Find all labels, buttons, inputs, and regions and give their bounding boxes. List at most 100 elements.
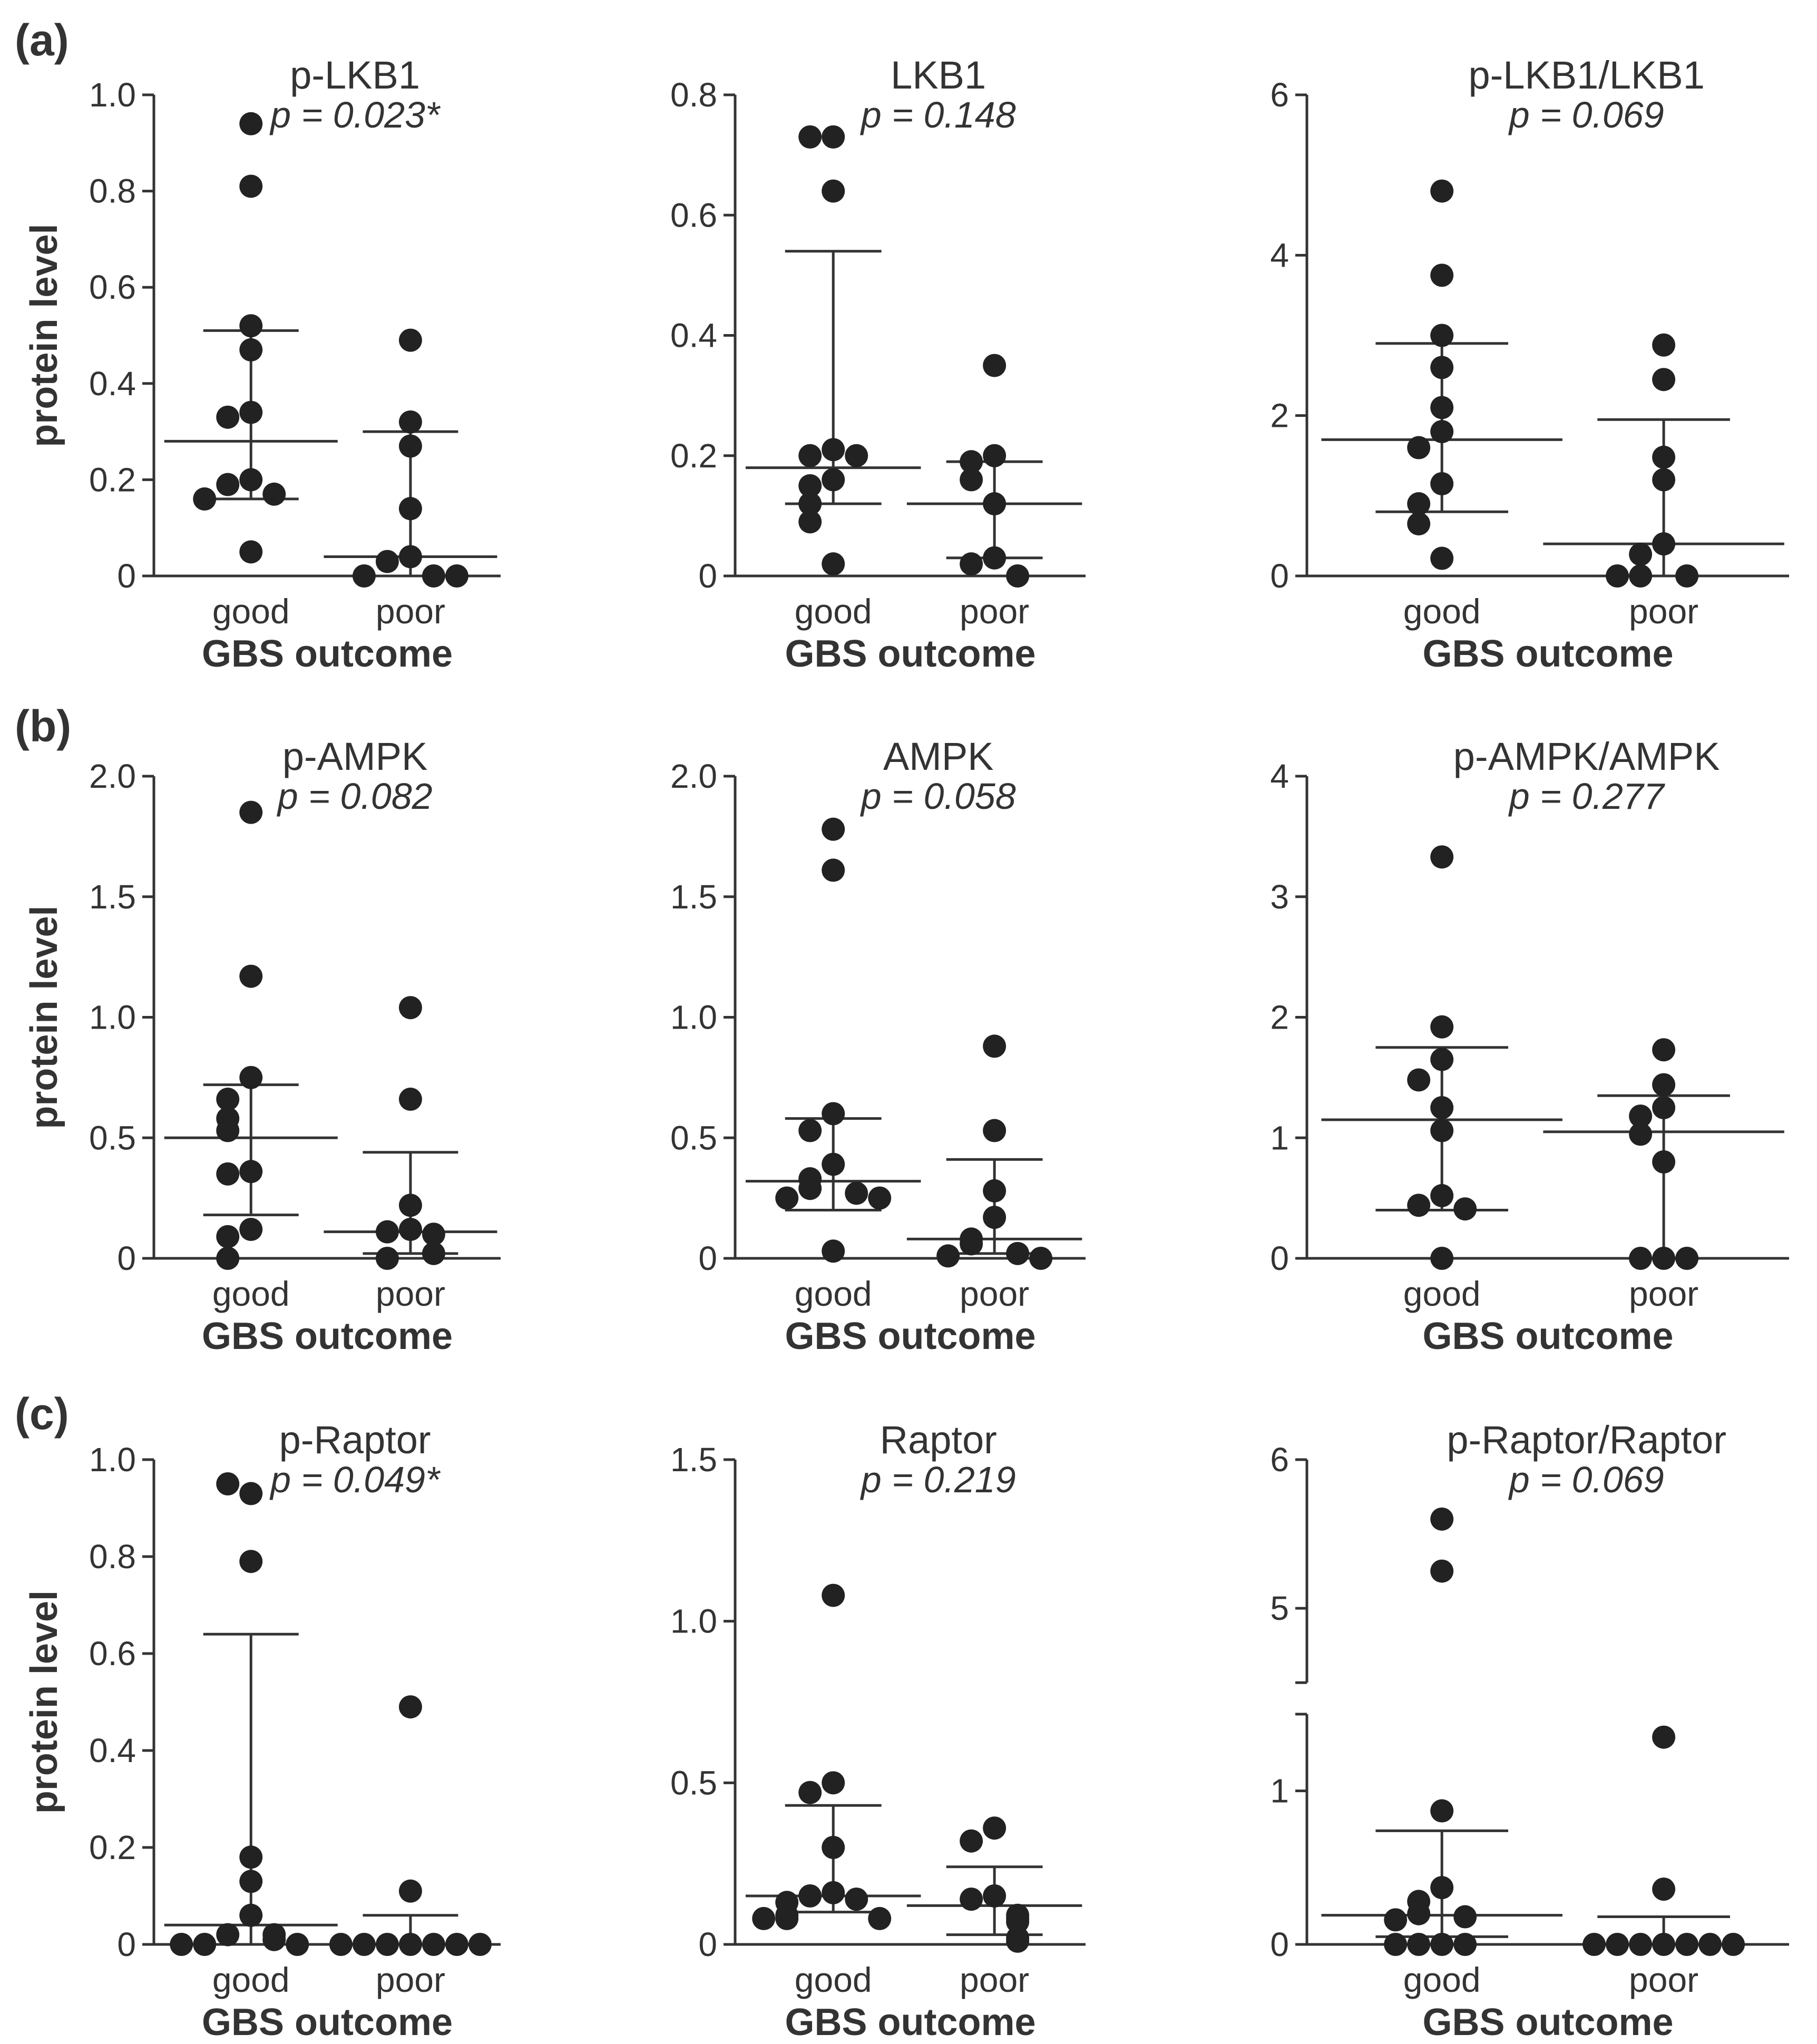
y-tick-label: 1.5	[89, 878, 136, 916]
data-point-good	[239, 964, 263, 988]
data-point-good	[239, 1065, 263, 1089]
data-point-poor	[398, 1088, 422, 1111]
data-point-good	[822, 468, 845, 492]
y-tick-label: 0	[698, 1239, 717, 1277]
data-point-good	[798, 1119, 822, 1142]
x-category-label: poor	[376, 1274, 445, 1313]
data-point-poor	[398, 1879, 422, 1903]
y-tick-label: 2.0	[89, 757, 136, 795]
data-point-good	[216, 1923, 240, 1947]
data-point-good	[1430, 1559, 1454, 1583]
y-tick-label: 0.6	[670, 196, 717, 234]
y-tick-label: 1.0	[670, 1602, 717, 1640]
chart-title: p-AMPK	[282, 735, 428, 778]
data-point-poor	[375, 1933, 399, 1956]
data-point-poor	[445, 1933, 468, 1956]
y-tick-label: 6	[1270, 1441, 1289, 1479]
chart-title: p-Raptor	[279, 1418, 431, 1462]
data-point-good	[845, 1181, 868, 1205]
y-tick-label: 0.5	[670, 1764, 717, 1802]
data-point-poor	[983, 354, 1007, 377]
data-point-good	[798, 444, 822, 467]
y-tick-label: 0.5	[89, 1119, 136, 1157]
y-tick-label: 0	[698, 557, 717, 595]
data-point-good	[822, 1881, 845, 1904]
data-point-poor	[1722, 1933, 1745, 1956]
y-tick-label: 0	[117, 1239, 136, 1277]
data-point-poor	[398, 996, 422, 1020]
data-point-good	[868, 1906, 892, 1930]
data-point-poor	[1629, 1122, 1653, 1146]
data-point-good	[1430, 845, 1454, 869]
y-axis-label: protein level	[23, 905, 65, 1129]
data-point-good	[822, 1239, 845, 1263]
data-point-good	[239, 1482, 263, 1505]
data-point-poor	[1006, 1241, 1030, 1265]
p-value-label: p = 0.049*	[269, 1459, 441, 1500]
data-point-good	[752, 1906, 776, 1930]
data-point-good	[1430, 1247, 1454, 1270]
y-tick-label: 0.2	[89, 461, 136, 498]
data-point-good	[822, 1152, 845, 1176]
data-point-poor	[1675, 1933, 1699, 1956]
y-tick-label: 0.4	[89, 1732, 136, 1769]
x-axis-label: GBS outcome	[785, 2001, 1036, 2043]
y-tick-label: 4	[1270, 236, 1289, 274]
data-point-good	[193, 487, 217, 511]
data-point-good	[216, 1162, 240, 1186]
y-tick-label: 2	[1270, 999, 1289, 1036]
p-value-label: p = 0.082	[277, 776, 433, 817]
p-value-label: p = 0.023*	[269, 94, 441, 135]
x-category-label: poor	[376, 1960, 445, 1999]
p-value-label: p = 0.058	[860, 776, 1016, 817]
data-point-poor	[960, 552, 983, 576]
data-point-poor	[1582, 1933, 1606, 1956]
data-point-good	[822, 1836, 845, 1859]
data-point-good	[1430, 324, 1454, 347]
data-point-poor	[375, 1220, 399, 1244]
data-point-poor	[398, 1194, 422, 1217]
data-point-good	[822, 1102, 845, 1126]
chart-title: p-Raptor/Raptor	[1447, 1418, 1726, 1462]
data-point-good	[822, 1771, 845, 1795]
data-point-good	[822, 438, 845, 462]
y-tick-label: 1.0	[670, 999, 717, 1036]
data-point-good	[1407, 512, 1431, 536]
x-category-label: good	[795, 1274, 872, 1313]
data-point-good	[1430, 179, 1454, 203]
chart-title: p-AMPK/AMPK	[1453, 735, 1720, 778]
y-tick-label: 2.0	[670, 757, 717, 795]
data-point-poor	[398, 328, 422, 352]
data-point-poor	[352, 1933, 376, 1956]
x-axis-label: GBS outcome	[1422, 2001, 1673, 2043]
data-point-poor	[422, 1241, 445, 1265]
data-point-good	[286, 1933, 309, 1956]
y-tick-label: 0.6	[89, 268, 136, 306]
chart-title: Raptor	[880, 1418, 997, 1462]
data-point-poor	[983, 546, 1007, 570]
data-point-poor	[398, 545, 422, 569]
chart-title: p-LKB1/LKB1	[1468, 53, 1704, 97]
y-tick-label: 3	[1270, 878, 1289, 916]
panel-label-c: (c)	[15, 1389, 69, 1439]
data-point-poor	[1629, 1933, 1653, 1956]
data-point-good	[239, 800, 263, 824]
data-point-poor	[1029, 1247, 1053, 1270]
data-point-good	[1453, 1933, 1477, 1956]
data-point-good	[239, 1903, 263, 1927]
data-point-good	[775, 1186, 799, 1210]
data-point-good	[1407, 1194, 1431, 1217]
data-point-poor	[1652, 532, 1676, 556]
data-point-poor	[422, 1933, 445, 1956]
data-point-poor	[983, 1119, 1007, 1142]
data-point-good	[845, 444, 868, 467]
data-point-poor	[983, 492, 1007, 516]
data-point-good	[193, 1933, 217, 1956]
data-point-poor	[983, 444, 1007, 467]
data-point-poor	[1006, 1910, 1030, 1934]
